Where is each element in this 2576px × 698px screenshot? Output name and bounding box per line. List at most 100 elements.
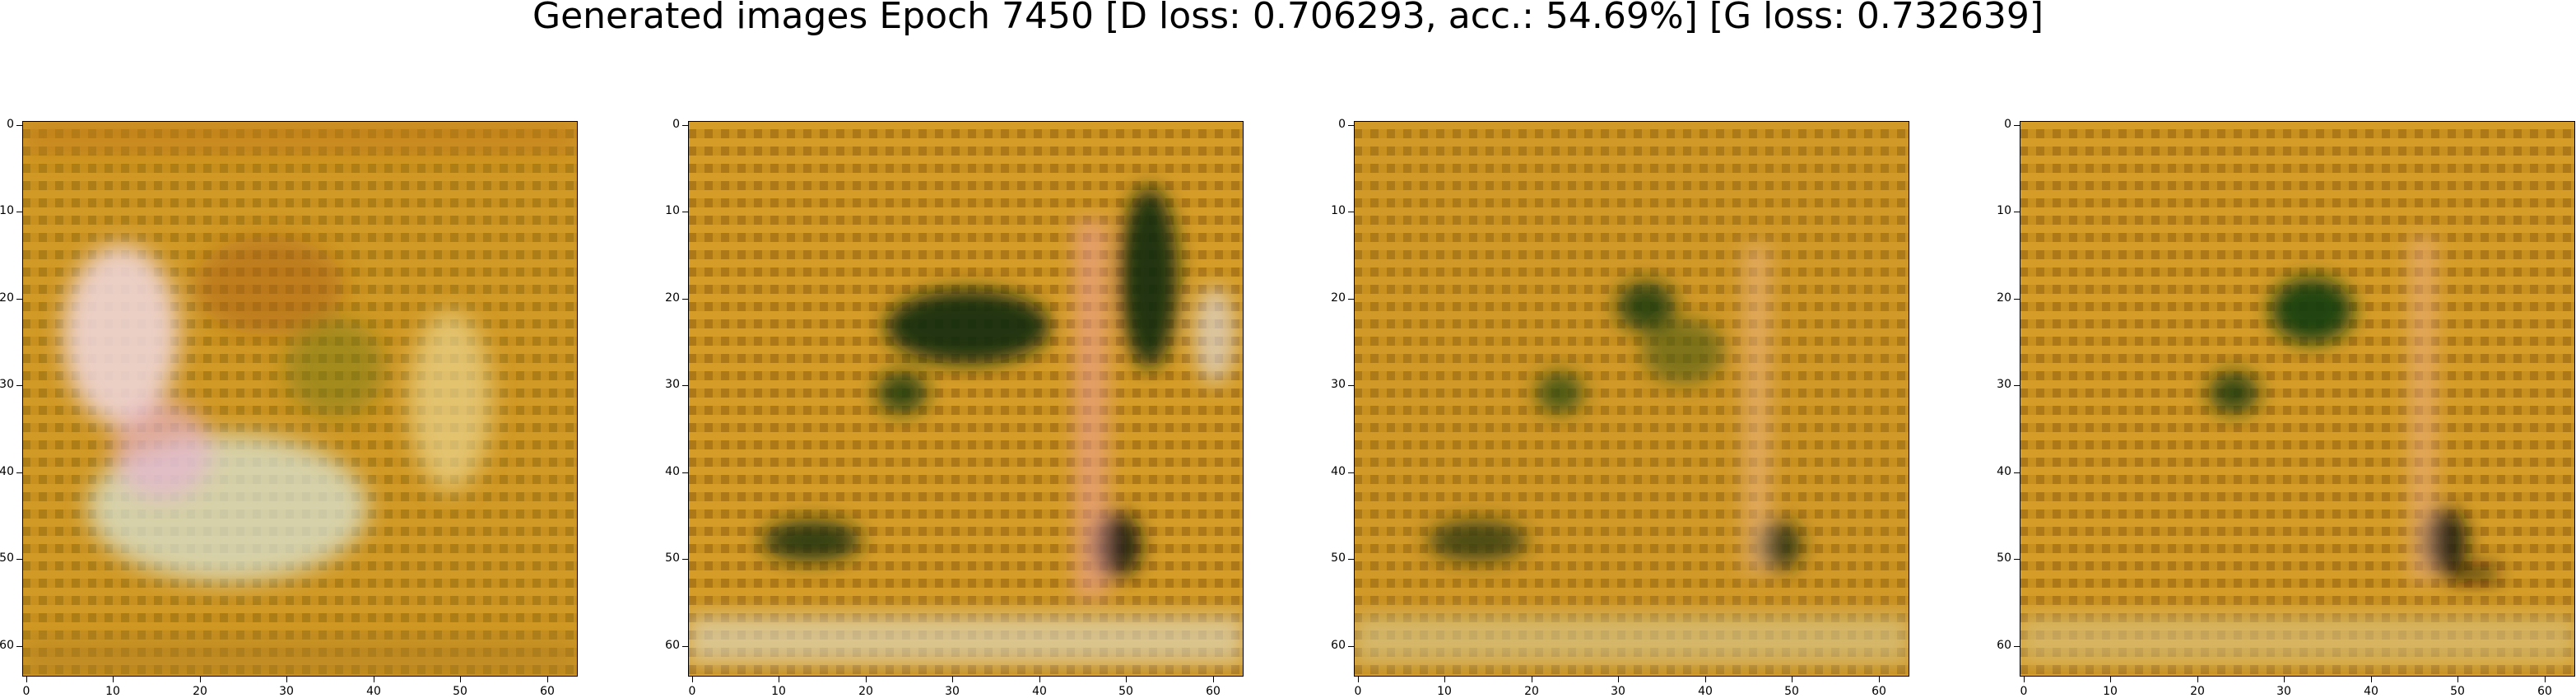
x-tick-label: 10	[771, 685, 786, 698]
y-tick-label: 60	[665, 639, 680, 652]
y-axis-tick	[1348, 646, 1354, 647]
axes-frame	[1354, 121, 1909, 677]
y-tick-label: 10	[1331, 204, 1346, 217]
x-axis-tick	[866, 677, 867, 682]
x-axis-tick	[692, 677, 693, 682]
x-tick-label: 40	[1032, 685, 1047, 698]
x-axis-tick	[2371, 677, 2372, 682]
x-tick-label: 60	[1206, 685, 1221, 698]
y-axis-tick	[16, 125, 22, 126]
y-axis-tick	[1348, 559, 1354, 560]
y-axis-tick	[682, 646, 688, 647]
y-axis-tick	[1348, 385, 1354, 386]
x-tick-label: 20	[2190, 685, 2205, 698]
x-tick-label: 40	[2364, 685, 2378, 698]
image-panel-2: 0 10 20 30 40 50 60 0 10 20 30 40 50 60	[665, 118, 1244, 698]
y-axis-tick	[2014, 299, 2020, 300]
x-axis-tick	[2457, 677, 2458, 682]
x-axis-tick	[1126, 677, 1127, 682]
x-tick-label: 50	[2450, 685, 2465, 698]
y-axis-tick	[2014, 385, 2020, 386]
y-axis-tick	[1348, 299, 1354, 300]
x-axis-tick	[460, 677, 461, 682]
y-tick-label: 10	[0, 204, 14, 217]
x-tick-label: 40	[366, 685, 381, 698]
y-axis-tick	[16, 299, 22, 300]
x-tick-label: 60	[2537, 685, 2552, 698]
y-axis-tick	[2014, 559, 2020, 560]
x-tick-label: 10	[105, 685, 120, 698]
x-axis-tick	[1618, 677, 1619, 682]
y-tick-label: 0	[2004, 118, 2011, 131]
axes-frame	[22, 121, 578, 677]
y-tick-label: 40	[1997, 465, 2011, 478]
image-panel-1: 0 10 20 30 40 50 60 0 10 20 30 40 50 60	[0, 118, 578, 698]
y-tick-label: 0	[7, 118, 14, 131]
y-tick-label: 30	[665, 378, 680, 391]
x-axis-tick	[26, 677, 27, 682]
y-axis-tick	[2014, 646, 2020, 647]
y-tick-label: 40	[0, 465, 14, 478]
y-axis-tick	[682, 299, 688, 300]
x-tick-label: 60	[540, 685, 555, 698]
x-axis-tick	[286, 677, 287, 682]
x-axis-tick	[2110, 677, 2111, 682]
x-axis-tick	[1705, 677, 1706, 682]
y-tick-label: 30	[1997, 378, 2011, 391]
axes-frame	[2020, 121, 2575, 677]
x-tick-label: 50	[453, 685, 467, 698]
y-axis-tick	[16, 385, 22, 386]
y-tick-label: 60	[1331, 639, 1346, 652]
y-axis-tick	[16, 559, 22, 560]
y-tick-label: 50	[1997, 551, 2011, 565]
x-tick-label: 50	[1118, 685, 1133, 698]
y-tick-label: 50	[1331, 551, 1346, 565]
y-axis-tick	[682, 125, 688, 126]
x-axis-tick	[2024, 677, 2025, 682]
y-axis-tick	[682, 559, 688, 560]
x-axis-tick	[200, 677, 201, 682]
x-axis-tick	[2197, 677, 2198, 682]
y-axis-tick	[682, 472, 688, 473]
x-tick-label: 30	[1611, 685, 1625, 698]
y-tick-label: 20	[0, 291, 14, 305]
x-axis-tick	[1879, 677, 1880, 682]
y-tick-label: 50	[665, 551, 680, 565]
x-tick-label: 0	[688, 685, 696, 698]
y-axis-tick	[2014, 125, 2020, 126]
y-tick-label: 30	[0, 378, 14, 391]
y-tick-label: 20	[1331, 291, 1346, 305]
x-axis-tick	[2545, 677, 2546, 682]
y-tick-label: 20	[1997, 291, 2011, 305]
x-tick-label: 30	[279, 685, 294, 698]
y-tick-label: 0	[672, 118, 680, 131]
generated-image-4	[2020, 121, 2575, 677]
x-axis-tick	[2284, 677, 2285, 682]
y-tick-label: 0	[1338, 118, 1346, 131]
x-tick-label: 20	[858, 685, 873, 698]
x-tick-label: 30	[945, 685, 960, 698]
y-tick-label: 60	[1997, 639, 2011, 652]
x-tick-label: 0	[2020, 685, 2028, 698]
x-axis-tick	[1039, 677, 1040, 682]
y-axis-tick	[2014, 472, 2020, 473]
x-axis-tick	[113, 677, 114, 682]
y-tick-label: 20	[665, 291, 680, 305]
x-tick-label: 0	[22, 685, 30, 698]
x-tick-label: 20	[1524, 685, 1539, 698]
x-tick-label: 40	[1698, 685, 1713, 698]
y-tick-label: 10	[665, 204, 680, 217]
generated-image-1	[22, 121, 578, 677]
y-tick-label: 50	[0, 551, 14, 565]
x-axis-tick	[1792, 677, 1793, 682]
image-panel-3: 0 10 20 30 40 50 60 0 10 20 30 40 50 60	[1331, 118, 1909, 698]
y-tick-label: 40	[665, 465, 680, 478]
x-tick-label: 10	[1437, 685, 1452, 698]
generated-image-3	[1354, 121, 1909, 677]
image-panel-4: 0 10 20 30 40 50 60 0 10 20 30 40 50 60	[1997, 118, 2575, 698]
x-tick-label: 0	[1354, 685, 1362, 698]
y-axis-tick	[682, 385, 688, 386]
y-tick-label: 30	[1331, 378, 1346, 391]
x-axis-tick	[1358, 677, 1359, 682]
y-axis-tick	[1348, 472, 1354, 473]
